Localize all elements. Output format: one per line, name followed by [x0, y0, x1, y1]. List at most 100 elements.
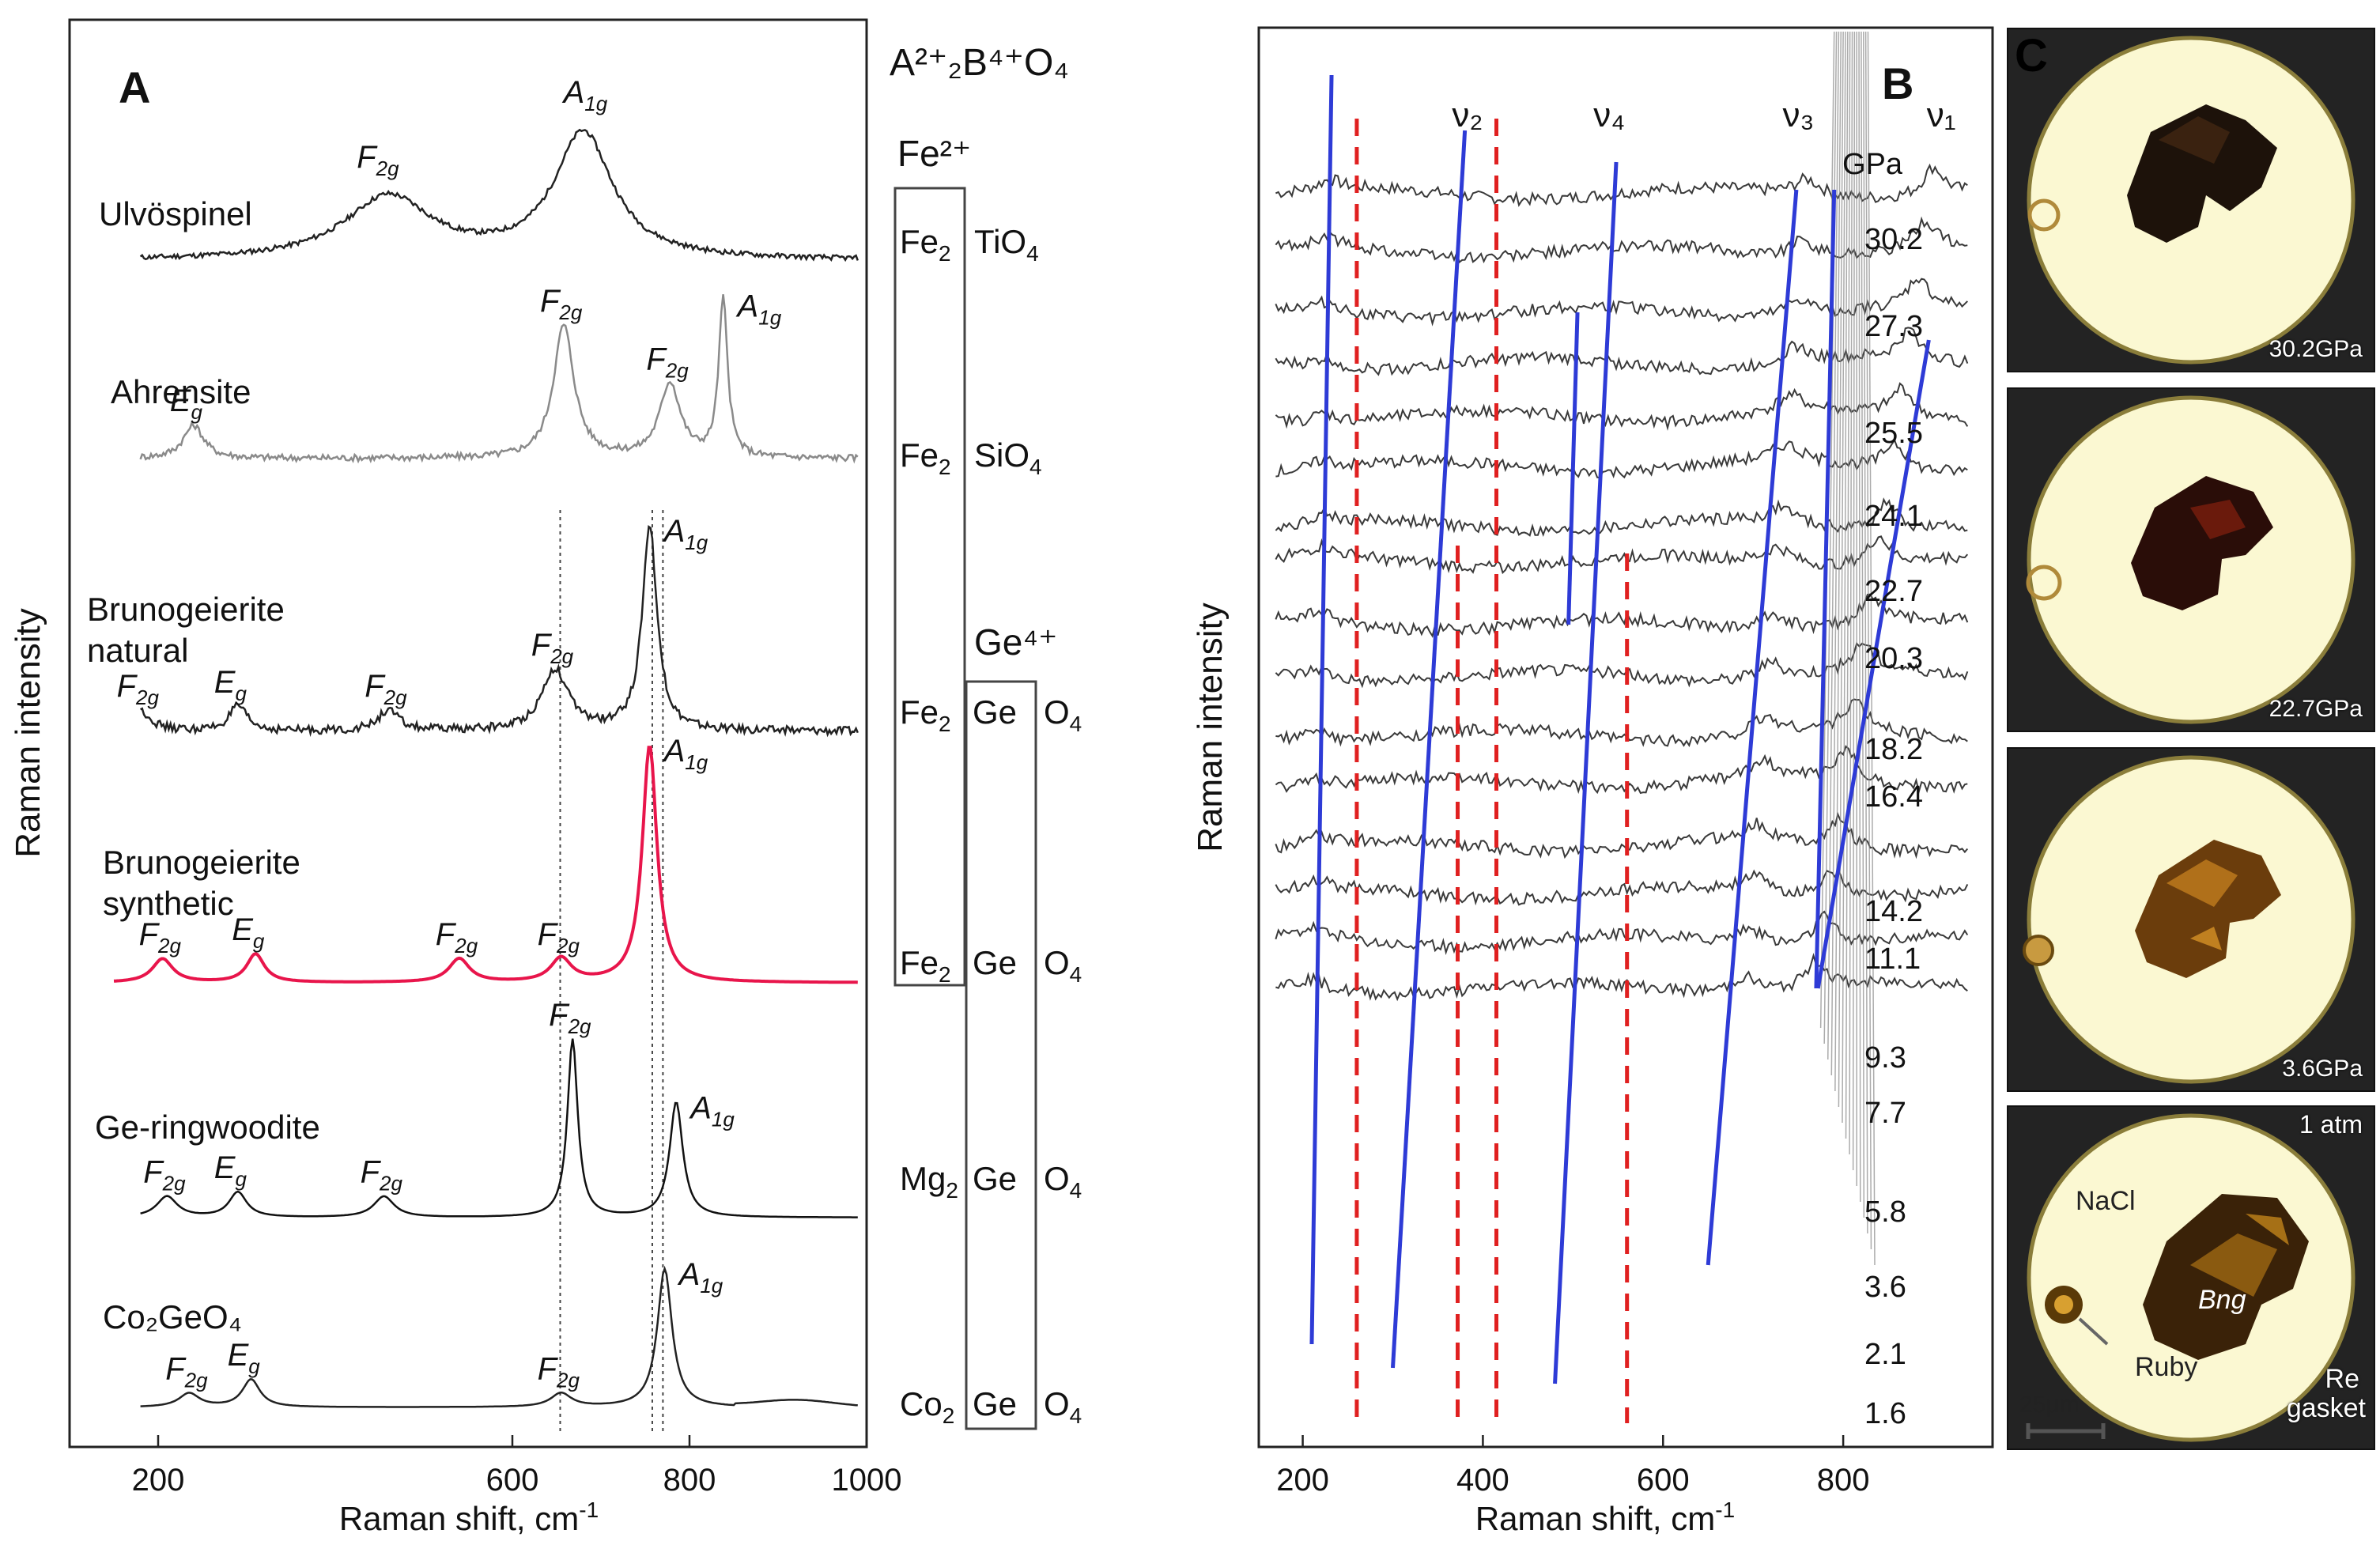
series-name-5: Co₂GeO₄ — [103, 1298, 242, 1335]
sample-chamber-image — [2008, 389, 2374, 731]
series-line-2 — [140, 524, 859, 738]
peak-label-1-2: F2g — [646, 342, 689, 383]
peak-label-4-3: F2g — [549, 998, 591, 1038]
pressure-label: 16.4 — [1864, 780, 1923, 814]
photo-3-6gpa: 3.6GPa — [2007, 747, 2375, 1092]
sample-chamber-image — [2008, 1107, 2374, 1449]
formula-a-site: Mg2 — [900, 1160, 958, 1203]
diamond-band-line — [1862, 31, 1868, 1234]
formula-oxygen: O4 — [1044, 1160, 1082, 1203]
formula-a-site: Fe2 — [900, 436, 951, 479]
mode-label-0: ν₂ — [1452, 96, 1483, 134]
mode-label-2: ν₃ — [1782, 96, 1814, 134]
x-tick-label: 400 — [1456, 1463, 1509, 1498]
blue-mode-line-6 — [1815, 339, 1931, 989]
x-tick-label: 600 — [1637, 1463, 1690, 1498]
panel-b-mode-labels: ν₂ ν₄ ν₃ ν₁ — [1452, 96, 1955, 134]
peak-label-4-1: Eg — [214, 1150, 247, 1191]
mode-label-1: ν₄ — [1593, 96, 1625, 134]
pressure-label: 1.6 — [1864, 1397, 1906, 1430]
peak-label-4-4: A1g — [689, 1090, 735, 1131]
x-tick-label: 800 — [663, 1463, 716, 1498]
photo-caption: 1 atm — [2299, 1110, 2363, 1139]
series-name-3: Brunogeierite — [103, 844, 300, 881]
panel-b-label: B — [1882, 59, 1913, 108]
blue-mode-line-3 — [1566, 312, 1580, 625]
series-line-0 — [139, 128, 859, 263]
blue-mode-line-5 — [1814, 189, 1837, 989]
mode-label-3: ν₁ — [1927, 96, 1956, 134]
series-line-4 — [140, 1038, 858, 1218]
formula-oxygen: O4 — [1044, 944, 1082, 987]
panel-b-y-axis-label: Raman intensity — [1191, 602, 1230, 852]
panel-b-blue-mode-lines — [1309, 74, 1931, 1384]
pressure-spectrum-3 — [1275, 327, 1969, 376]
pressure-label: 27.3 — [1864, 310, 1923, 343]
pressure-spectrum-2 — [1275, 278, 1969, 327]
panel-b: B ν₂ ν₄ ν₃ ν₁ GPa 30.2 27.3 25.5 24.1 22.7 20.3 1… — [1191, 26, 1994, 1537]
scale-bar-label: 25μm — [2019, 1392, 2080, 1418]
bng-label: Bng — [2198, 1285, 2246, 1315]
pressure-spectrum-15 — [1275, 952, 1968, 1002]
series-name-2: Brunogeierite — [87, 591, 285, 628]
peak-label-4-2: F2g — [361, 1155, 403, 1195]
fe-site-box — [893, 187, 966, 987]
pressure-spectrum-13 — [1275, 868, 1969, 906]
peak-label-5-3: A1g — [678, 1257, 723, 1297]
pressure-unit-label: GPa — [1842, 148, 1903, 181]
panel-b-x-axis-label: Raman shift, cm-1 — [1475, 1498, 1735, 1537]
peak-label-2-2: F2g — [365, 669, 407, 709]
photo-30-2gpa: C 30.2GPa — [2007, 28, 2375, 372]
diamond-band-line — [1858, 31, 1861, 1203]
nacl-label: NaCl — [2076, 1186, 2136, 1216]
peak-label-3-1: Eg — [232, 912, 265, 953]
x-tick-label: 600 — [486, 1463, 539, 1498]
series-name-4: Ge-ringwoodite — [95, 1109, 320, 1146]
formula-a-site: Fe2 — [900, 693, 951, 736]
panel-a-frame — [68, 18, 868, 1449]
panel-b-x-ticks: 200 400 600 800 — [1276, 1435, 1869, 1498]
formula-header: A²⁺₂B⁴⁺O₄ — [890, 42, 1069, 84]
pressure-label: 22.7 — [1864, 575, 1923, 608]
panel-a-label: A — [119, 62, 150, 112]
pressure-spectrum-7 — [1275, 535, 1969, 575]
diamond-band-line — [1838, 31, 1846, 1108]
diamond-band-line — [1845, 31, 1851, 1139]
pressure-label: 5.8 — [1864, 1195, 1906, 1229]
peak-label-5-1: Eg — [228, 1338, 261, 1378]
diamond-band-line — [1834, 31, 1844, 1092]
x-tick-label: 200 — [1276, 1463, 1329, 1498]
peak-label-2-3: F2g — [531, 628, 574, 668]
diamond-band-line — [1861, 31, 1865, 1218]
panel-c-label: C — [2015, 30, 2048, 81]
panel-a-series: UlvöspinelF2gA1gAhrensiteEgF2gF2gA1gBrun… — [87, 75, 859, 1408]
pressure-spectrum-6 — [1275, 497, 1968, 538]
formula-oxygen: O4 — [1044, 1385, 1082, 1428]
re-label: Re — [2325, 1364, 2359, 1394]
ruby-label: Ruby — [2135, 1352, 2198, 1382]
x-tick-label: 200 — [132, 1463, 185, 1498]
blue-mode-line-2 — [1553, 161, 1619, 1384]
sample-chamber-image — [2008, 29, 2374, 371]
pressure-label: 20.3 — [1864, 642, 1923, 675]
formula-b-site: TiO4 — [974, 223, 1039, 266]
sample-chamber-image — [2008, 749, 2374, 1090]
panel-a-x-axis-label: Raman shift, cm-1 — [339, 1498, 599, 1537]
pressure-spectrum-9 — [1275, 641, 1969, 689]
formula-b-site: Ge — [973, 1160, 1017, 1197]
pressure-label: 14.2 — [1864, 895, 1923, 928]
blue-mode-line-4 — [1706, 189, 1799, 1266]
peak-label-3-4: A1g — [663, 734, 708, 774]
peak-label-2-4: A1g — [663, 514, 708, 554]
series-line-5 — [140, 1265, 858, 1408]
pressure-label: 18.2 — [1864, 733, 1923, 766]
x-tick-label: 800 — [1817, 1463, 1870, 1498]
fe2-ion-label: Fe²⁺ — [897, 133, 971, 174]
blue-mode-line-0 — [1309, 74, 1334, 1345]
peak-label-1-0: Eg — [170, 383, 203, 424]
photo-caption: 3.6GPa — [2282, 1056, 2363, 1082]
panel-b-pressure-labels: 30.2 27.3 25.5 24.1 22.7 20.3 18.2 16.4 14.2 11.1… — [1864, 223, 1923, 1430]
series-name-3: synthetic — [103, 885, 234, 922]
pressure-spectrum-14 — [1275, 910, 1969, 956]
peak-label-1-1: F2g — [540, 284, 583, 324]
